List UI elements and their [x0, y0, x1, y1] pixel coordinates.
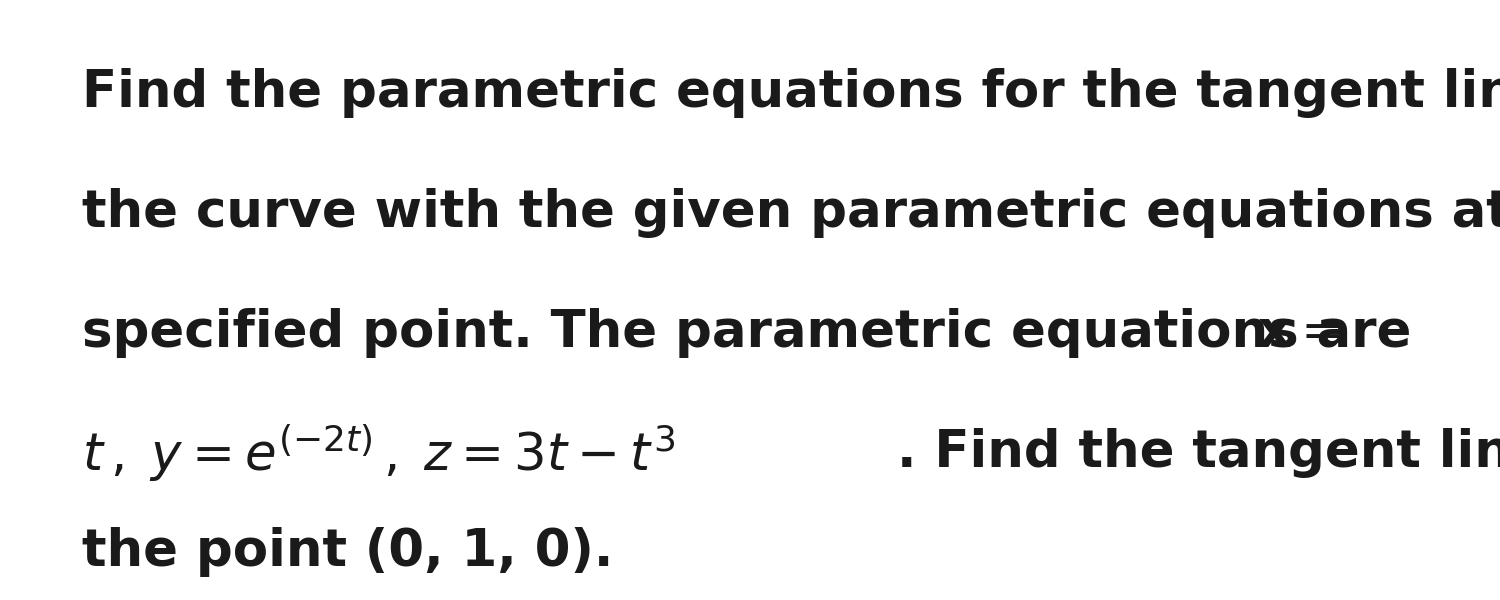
Text: the curve with the given parametric equations at the: the curve with the given parametric equa… — [82, 188, 1500, 238]
Text: $t\,,\; y = e^{(-2t)}\,,\; z = 3t - t^3$: $t\,,\; y = e^{(-2t)}\,,\; z = 3t - t^3$ — [82, 422, 675, 484]
Text: specified point. The parametric equations are: specified point. The parametric equation… — [82, 308, 1411, 358]
Text: Find the parametric equations for the tangent line to: Find the parametric equations for the ta… — [82, 68, 1500, 118]
Text: $\mathbf{x} =$: $\mathbf{x} =$ — [1257, 308, 1340, 358]
Text: . Find the tangent line at: . Find the tangent line at — [897, 428, 1500, 478]
Text: the point (0, 1, 0).: the point (0, 1, 0). — [82, 527, 614, 577]
